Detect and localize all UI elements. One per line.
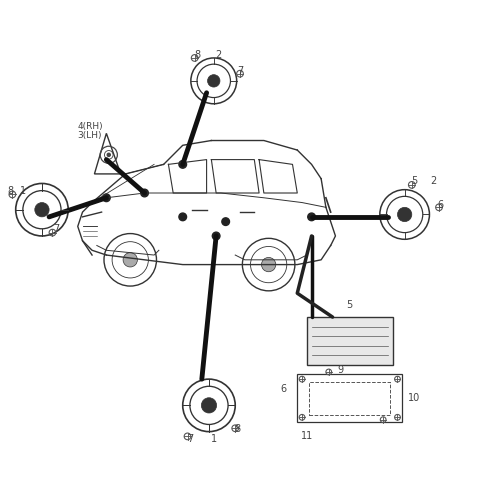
Circle shape xyxy=(123,253,137,267)
Circle shape xyxy=(222,218,229,225)
Circle shape xyxy=(179,213,187,220)
Text: 7: 7 xyxy=(187,434,193,444)
Circle shape xyxy=(201,398,216,413)
Circle shape xyxy=(103,194,110,202)
Circle shape xyxy=(207,75,220,87)
Text: 2: 2 xyxy=(430,176,436,186)
Text: 1: 1 xyxy=(211,434,217,444)
Circle shape xyxy=(35,203,49,217)
Text: 5: 5 xyxy=(347,300,353,310)
Text: 7: 7 xyxy=(237,66,243,76)
FancyBboxPatch shape xyxy=(307,317,393,365)
Text: 2: 2 xyxy=(216,50,222,59)
Text: 1: 1 xyxy=(20,186,26,195)
Circle shape xyxy=(179,161,187,168)
Text: 11: 11 xyxy=(300,432,313,441)
Circle shape xyxy=(141,189,148,197)
Circle shape xyxy=(262,257,276,272)
Text: 8: 8 xyxy=(8,186,14,195)
Text: 7: 7 xyxy=(53,224,60,234)
Circle shape xyxy=(107,153,110,156)
Text: 8: 8 xyxy=(235,424,240,434)
Circle shape xyxy=(212,232,220,240)
Text: 10: 10 xyxy=(408,393,420,403)
Text: 6: 6 xyxy=(280,383,286,394)
Text: 3(LH): 3(LH) xyxy=(78,131,102,140)
Text: 5: 5 xyxy=(411,176,417,186)
Text: 8: 8 xyxy=(194,50,200,59)
Text: 4(RH): 4(RH) xyxy=(78,122,103,131)
Circle shape xyxy=(308,213,315,220)
Text: 6: 6 xyxy=(437,200,444,210)
Text: 9: 9 xyxy=(337,365,343,375)
Circle shape xyxy=(397,207,412,221)
